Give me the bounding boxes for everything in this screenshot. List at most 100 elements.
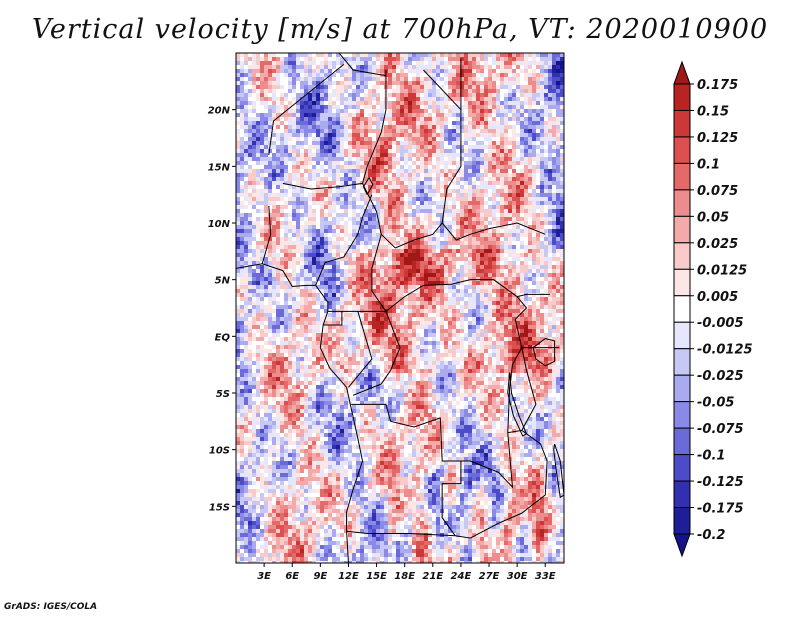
field-cell	[492, 97, 496, 101]
field-cell	[420, 205, 424, 209]
field-cell	[432, 197, 436, 201]
field-cell	[240, 109, 244, 113]
field-cell	[368, 113, 372, 117]
field-cell	[392, 213, 396, 217]
field-cell	[500, 201, 504, 205]
field-cell	[240, 169, 244, 173]
field-cell	[260, 269, 264, 273]
field-cell	[444, 197, 448, 201]
field-cell	[236, 165, 240, 169]
field-cell	[432, 125, 436, 129]
field-cell	[436, 145, 440, 149]
field-cell	[456, 145, 460, 149]
field-cell	[376, 113, 380, 117]
field-cell	[396, 233, 400, 237]
field-cell	[348, 105, 352, 109]
field-cell	[504, 165, 508, 169]
field-cell	[420, 217, 424, 221]
field-cell	[300, 165, 304, 169]
field-cell	[392, 217, 396, 221]
field-cell	[340, 77, 344, 81]
field-cell	[448, 217, 452, 221]
field-cell	[240, 257, 244, 261]
field-cell	[496, 121, 500, 125]
field-cell	[560, 197, 564, 201]
field-cell	[404, 101, 408, 105]
field-cell	[416, 281, 420, 285]
field-cell	[492, 213, 496, 217]
field-cell	[328, 77, 332, 81]
field-cell	[384, 149, 388, 153]
field-cell	[432, 105, 436, 109]
field-cell	[396, 101, 400, 105]
field-cell	[380, 289, 384, 293]
field-cell	[492, 53, 496, 57]
field-cell	[548, 213, 552, 217]
field-cell	[348, 61, 352, 65]
field-cell	[256, 161, 260, 165]
field-cell	[512, 261, 516, 265]
field-cell	[240, 253, 244, 257]
field-cell	[468, 53, 472, 57]
field-cell	[496, 149, 500, 153]
field-cell	[252, 241, 256, 245]
field-cell	[364, 237, 368, 241]
field-cell	[376, 177, 380, 181]
field-cell	[492, 69, 496, 73]
field-cell	[276, 293, 280, 297]
field-cell	[424, 209, 428, 213]
field-cell	[248, 65, 252, 69]
field-cell	[532, 269, 536, 273]
field-cell	[256, 109, 260, 113]
field-cell	[284, 225, 288, 229]
field-cell	[356, 261, 360, 265]
field-cell	[476, 269, 480, 273]
field-cell	[532, 257, 536, 261]
field-cell	[352, 245, 356, 249]
field-cell	[308, 149, 312, 153]
field-cell	[400, 229, 404, 233]
field-cell	[452, 201, 456, 205]
field-cell	[344, 173, 348, 177]
field-cell	[520, 249, 524, 253]
field-cell	[540, 273, 544, 277]
field-cell	[240, 289, 244, 293]
field-cell	[424, 173, 428, 177]
field-cell	[264, 189, 268, 193]
field-cell	[244, 269, 248, 273]
field-cell	[432, 81, 436, 85]
field-cell	[436, 241, 440, 245]
field-cell	[276, 89, 280, 93]
field-cell	[388, 81, 392, 85]
field-cell	[260, 65, 264, 69]
field-cell	[280, 281, 284, 285]
field-cell	[512, 141, 516, 145]
field-cell	[320, 213, 324, 217]
field-cell	[384, 197, 388, 201]
field-cell	[548, 237, 552, 241]
field-cell	[436, 181, 440, 185]
field-cell	[268, 209, 272, 213]
field-cell	[536, 173, 540, 177]
field-cell	[296, 57, 300, 61]
field-cell	[288, 237, 292, 241]
field-cell	[412, 69, 416, 73]
field-cell	[484, 153, 488, 157]
field-cell	[444, 149, 448, 153]
field-cell	[412, 145, 416, 149]
field-cell	[460, 181, 464, 185]
field-cell	[448, 117, 452, 121]
field-cell	[388, 137, 392, 141]
field-cell	[236, 289, 240, 293]
field-cell	[484, 233, 488, 237]
field-cell	[456, 157, 460, 161]
field-cell	[316, 165, 320, 169]
field-cell	[540, 265, 544, 269]
field-cell	[468, 193, 472, 197]
field-cell	[264, 241, 268, 245]
field-cell	[416, 157, 420, 161]
field-cell	[504, 289, 508, 293]
field-cell	[264, 217, 268, 221]
field-cell	[240, 101, 244, 105]
field-cell	[456, 141, 460, 145]
